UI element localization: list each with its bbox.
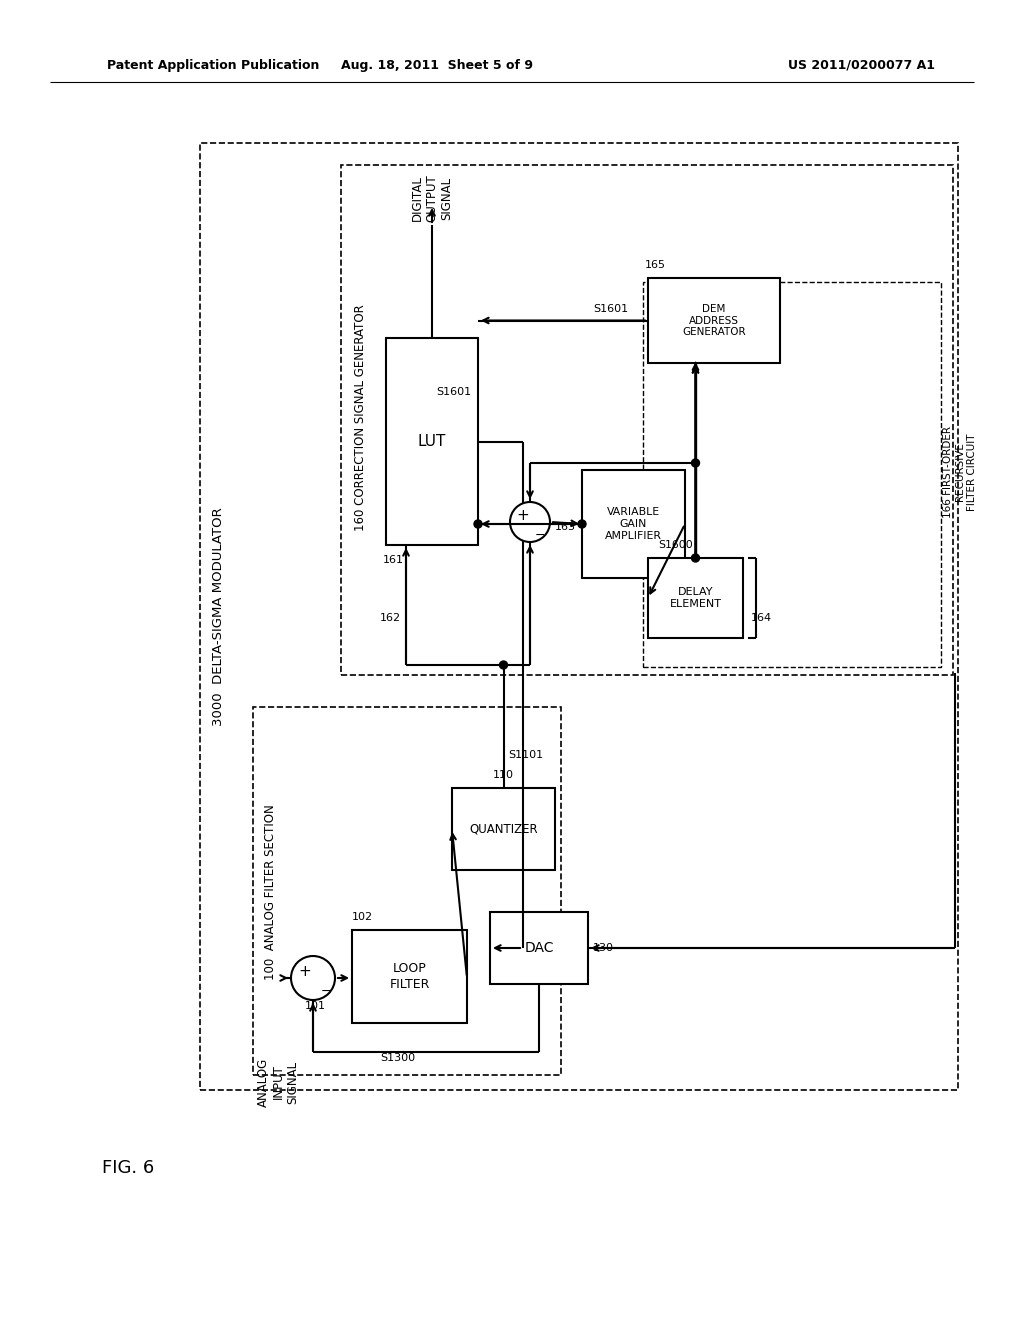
Text: S1601: S1601 (436, 387, 471, 397)
Text: 3000  DELTA-SIGMA MODULATOR: 3000 DELTA-SIGMA MODULATOR (212, 508, 224, 726)
Text: QUANTIZER: QUANTIZER (469, 822, 538, 836)
Bar (352, 931, 467, 1023)
Circle shape (474, 520, 482, 528)
Text: DAC: DAC (524, 941, 554, 954)
Text: 162: 162 (380, 612, 401, 623)
Bar (648, 558, 743, 638)
Text: LOOP
FILTER: LOOP FILTER (389, 962, 430, 990)
Circle shape (691, 554, 699, 562)
Text: VARIABLE
GAIN
AMPLIFIER: VARIABLE GAIN AMPLIFIER (605, 507, 662, 541)
Bar (341, 165, 953, 675)
Text: 165: 165 (645, 260, 666, 271)
Text: 161: 161 (383, 554, 404, 565)
Bar (200, 143, 958, 1090)
Text: 102: 102 (352, 912, 373, 921)
Text: S1300: S1300 (380, 1053, 415, 1063)
Text: Aug. 18, 2011  Sheet 5 of 9: Aug. 18, 2011 Sheet 5 of 9 (341, 58, 534, 71)
Bar (452, 788, 555, 870)
Text: DEM
ADDRESS
GENERATOR: DEM ADDRESS GENERATOR (682, 304, 745, 337)
Text: 130: 130 (593, 942, 614, 953)
Text: −: − (321, 985, 331, 998)
Text: FIG. 6: FIG. 6 (102, 1159, 155, 1177)
Bar (386, 338, 478, 545)
Text: S1601: S1601 (593, 304, 628, 314)
Text: DIGITAL
OUTPUT
SIGNAL: DIGITAL OUTPUT SIGNAL (411, 174, 454, 222)
Text: −: − (535, 528, 545, 541)
Text: S1600: S1600 (658, 540, 693, 550)
Text: 163: 163 (555, 521, 575, 532)
Circle shape (510, 502, 550, 543)
Text: 101: 101 (305, 1001, 326, 1011)
Bar (648, 279, 780, 363)
Circle shape (691, 459, 699, 467)
Circle shape (291, 956, 335, 1001)
Bar (582, 470, 685, 578)
Text: 110: 110 (493, 770, 514, 780)
Text: 160 CORRECTION SIGNAL GENERATOR: 160 CORRECTION SIGNAL GENERATOR (353, 305, 367, 532)
Text: +: + (299, 964, 311, 978)
Bar (253, 708, 561, 1074)
Circle shape (578, 520, 586, 528)
Text: S1101: S1101 (509, 750, 544, 760)
Text: 164: 164 (751, 612, 772, 623)
Text: Patent Application Publication: Patent Application Publication (106, 58, 319, 71)
Circle shape (500, 661, 508, 669)
Text: DELAY
ELEMENT: DELAY ELEMENT (670, 587, 722, 609)
Text: LUT: LUT (418, 434, 446, 449)
Text: US 2011/0200077 A1: US 2011/0200077 A1 (788, 58, 936, 71)
Text: 100  ANALOG FILTER SECTION: 100 ANALOG FILTER SECTION (263, 804, 276, 979)
Text: +: + (517, 508, 529, 524)
Text: ANALOG
INPUT
SIGNAL: ANALOG INPUT SIGNAL (256, 1057, 299, 1106)
Text: 166 FIRST-ORDER
RECURSIVE
FILTER CIRCUIT: 166 FIRST-ORDER RECURSIVE FILTER CIRCUIT (943, 426, 977, 517)
Bar (643, 282, 941, 667)
Bar (490, 912, 588, 983)
